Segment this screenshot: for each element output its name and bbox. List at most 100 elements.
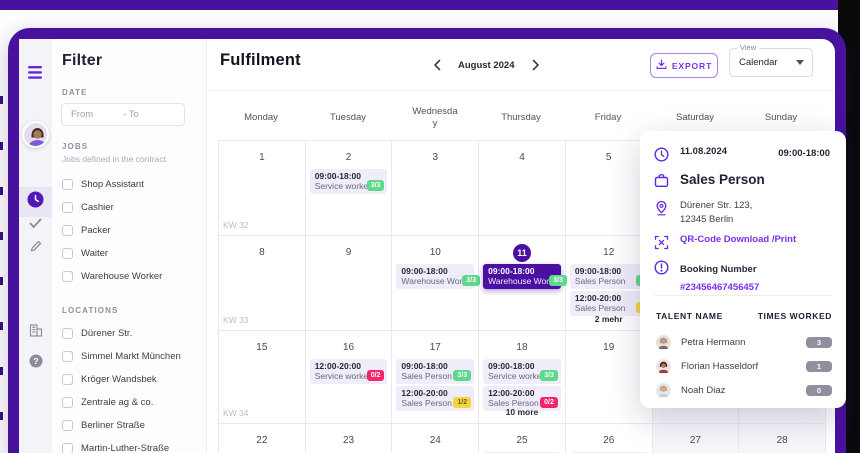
- location-checkbox-row[interactable]: Kröger Wandsbek: [62, 372, 157, 386]
- day-number: 11: [479, 244, 565, 262]
- day-cell[interactable]: 16 12:00-20:00 Service worker 0/2: [305, 331, 393, 424]
- event-title: Sales Person: [574, 303, 626, 313]
- shift-event[interactable]: 09:00-18:00 Warehouse Worker 3/3: [396, 264, 481, 289]
- day-cell[interactable]: 12 09:00-18:00 Sales Person 3/3 12:00-20…: [565, 236, 654, 331]
- checkbox[interactable]: [62, 201, 73, 213]
- shift-event[interactable]: 09:00-18:00 Sales Person 3/3: [569, 264, 654, 289]
- event-title: Sales Person: [574, 276, 626, 286]
- capacity-badge: 3/3: [540, 369, 558, 381]
- shift-event-selected[interactable]: 09:00-18:00 Warehouse Worker 3/3: [483, 264, 567, 289]
- day-cell[interactable]: 8 KW 33: [219, 236, 306, 331]
- day-cell[interactable]: 24: [392, 424, 480, 453]
- job-checkbox-row[interactable]: Warehouse Worker: [62, 269, 162, 283]
- day-cell[interactable]: 15 KW 34: [219, 331, 306, 424]
- day-cell[interactable]: 25 09:00-18:00: [479, 424, 566, 453]
- talent-name-header: TALENT NAME: [656, 311, 723, 321]
- shift-event[interactable]: 09:00-18:00 Sales Person 3/3: [396, 359, 475, 384]
- checkbox[interactable]: [62, 419, 73, 431]
- selected-date-circle: 11: [512, 244, 531, 262]
- day-number: 2: [345, 152, 352, 163]
- nav-tasks[interactable]: [19, 210, 52, 240]
- day-cell[interactable]: 22: [219, 424, 306, 453]
- capacity-badge: 0/2: [540, 396, 558, 408]
- shift-event[interactable]: 12:00-20:00 Sales Person 2/3: [569, 291, 654, 316]
- shift-event[interactable]: 12:00-20:00 Service worker 0/2: [309, 359, 388, 384]
- checkbox[interactable]: [62, 373, 73, 385]
- talent-name: Florian Hasseldorf: [681, 361, 759, 372]
- checkbox-label: Zentrale ag & co.: [81, 396, 154, 408]
- prev-month-button[interactable]: [430, 58, 444, 72]
- day-cell[interactable]: 17 09:00-18:00 Sales Person 3/3 12:00-20…: [392, 331, 480, 424]
- job-checkbox-row[interactable]: Cashier: [62, 200, 114, 214]
- capacity-badge: 0/2: [366, 369, 385, 381]
- nav-help[interactable]: ?: [19, 348, 52, 378]
- day-number: 19: [603, 342, 615, 353]
- day-cell[interactable]: 18 09:00-18:00 Service worker 3/3 12:00-…: [479, 331, 566, 424]
- checkbox[interactable]: [62, 327, 73, 339]
- day-number: 3: [432, 152, 439, 163]
- job-checkbox-row[interactable]: Shop Assistant: [62, 177, 144, 191]
- location-checkbox-row[interactable]: Zentrale ag & co.: [62, 395, 153, 409]
- location-checkbox-row[interactable]: Simmel Markt München: [62, 349, 181, 363]
- checkbox-label: Simmel Markt München: [81, 350, 181, 362]
- day-cell-selected[interactable]: 11 09:00-18:00 Warehouse Worker 3/3: [479, 236, 567, 331]
- checkbox[interactable]: [62, 247, 73, 259]
- job-checkbox-row[interactable]: Packer: [62, 223, 111, 237]
- day-cell[interactable]: 3: [392, 141, 480, 236]
- user-avatar[interactable]: [22, 121, 49, 148]
- view-select[interactable]: View Calendar: [729, 43, 813, 77]
- checkbox-label: Kröger Wandsbek: [81, 373, 157, 385]
- booking-number-value[interactable]: #23456467456457: [680, 282, 760, 293]
- menu-button[interactable]: [19, 60, 52, 90]
- qr-download-link[interactable]: QR-Code Download /Print: [680, 234, 797, 245]
- day-cell[interactable]: 10 09:00-18:00 Warehouse Worker 3/3: [392, 236, 481, 331]
- booking-number-row: Booking Number #23456467456457: [654, 259, 759, 295]
- location-checkbox-row[interactable]: Berliner Straße: [62, 418, 145, 432]
- date-range-input[interactable]: From - To: [61, 103, 185, 126]
- nav-edit[interactable]: [19, 234, 52, 264]
- next-month-button[interactable]: [529, 58, 543, 72]
- header-divider: [208, 90, 835, 91]
- checkbox[interactable]: [62, 442, 73, 453]
- day-cell[interactable]: 9: [305, 236, 393, 331]
- event-time: 09:00-18:00: [401, 266, 448, 276]
- times-worked-pill: 1: [806, 361, 832, 372]
- day-cell[interactable]: 26 09:00-18:00: [566, 424, 653, 453]
- nav-schedule-active[interactable]: [19, 187, 52, 217]
- shift-event[interactable]: 12:00-20:00 Sales Person 1/2: [396, 386, 475, 411]
- shift-event[interactable]: 09:00-18:00 Service worker 3/3: [483, 359, 561, 384]
- page-title: Fulfilment: [220, 51, 301, 69]
- background-edge-mark: [0, 277, 3, 285]
- nav-company[interactable]: [19, 318, 52, 348]
- shift-event[interactable]: 09:00-18:00 Service worker 3/3: [309, 169, 388, 194]
- booking-time: 09:00-18:00: [778, 148, 830, 159]
- checkbox[interactable]: [62, 224, 73, 236]
- times-worked-header: TIMES WORKED: [757, 311, 832, 321]
- shift-event[interactable]: 12:00-20:00 Sales Person 0/2: [483, 386, 561, 411]
- job-checkbox-row[interactable]: Waiter: [62, 246, 108, 260]
- day-cell[interactable]: 23: [306, 424, 393, 453]
- day-number: 15: [256, 342, 268, 353]
- booking-job-title: Sales Person: [680, 172, 765, 187]
- location-checkbox-row[interactable]: Dürener Str.: [62, 326, 132, 340]
- checkbox[interactable]: [62, 178, 73, 190]
- background-edge-mark: [0, 232, 3, 240]
- checkbox[interactable]: [62, 396, 73, 408]
- booking-date: 11.08.2024: [680, 146, 728, 157]
- day-cell[interactable]: 1 KW 32: [219, 141, 306, 236]
- export-button[interactable]: EXPORT: [650, 53, 718, 78]
- booking-job-row: Sales Person: [654, 172, 765, 193]
- day-cell[interactable]: 2 09:00-18:00 Service worker 3/3: [305, 141, 393, 236]
- day-cell[interactable]: 27: [652, 424, 740, 453]
- checkbox[interactable]: [62, 270, 73, 282]
- icon-rail: [19, 39, 52, 453]
- background-edge-mark: [0, 96, 3, 104]
- more-events-link[interactable]: 10 more: [505, 407, 539, 417]
- day-cell[interactable]: 28: [739, 424, 826, 453]
- location-checkbox-row[interactable]: Martin-Luther-Straße: [62, 441, 169, 453]
- more-events-link[interactable]: 2 mehr: [594, 314, 623, 324]
- day-cell[interactable]: 4: [479, 141, 566, 236]
- view-select-value: Calendar: [739, 57, 778, 68]
- checkbox[interactable]: [62, 350, 73, 362]
